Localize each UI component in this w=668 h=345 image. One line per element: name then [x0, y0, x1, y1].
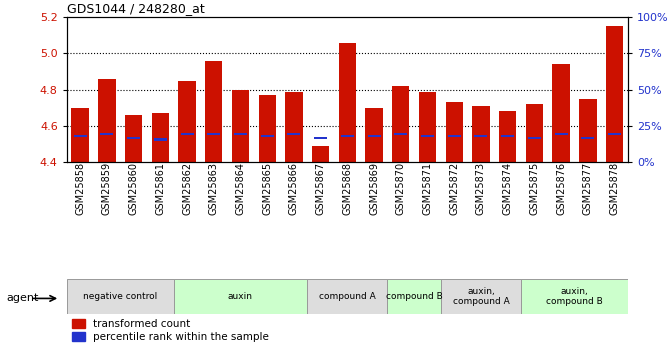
Text: GSM25874: GSM25874: [503, 162, 512, 215]
Bar: [499, 111, 516, 162]
Bar: [127, 137, 140, 139]
Legend: transformed count, percentile rank within the sample: transformed count, percentile rank withi…: [72, 319, 269, 342]
Bar: [232, 90, 249, 162]
Bar: [501, 135, 514, 137]
Text: GSM25860: GSM25860: [129, 162, 138, 215]
Bar: [307, 279, 387, 314]
Bar: [73, 135, 87, 137]
Text: GSM25865: GSM25865: [263, 162, 272, 215]
Bar: [261, 135, 274, 137]
Bar: [312, 146, 329, 162]
Bar: [528, 137, 541, 139]
Text: GSM25863: GSM25863: [209, 162, 218, 215]
Bar: [285, 91, 303, 162]
Text: GSM25873: GSM25873: [476, 162, 486, 215]
Text: GSM25861: GSM25861: [156, 162, 165, 215]
Bar: [521, 279, 628, 314]
Bar: [394, 133, 407, 135]
Bar: [367, 135, 381, 137]
Text: GDS1044 / 248280_at: GDS1044 / 248280_at: [67, 2, 204, 15]
Bar: [100, 133, 114, 135]
Bar: [581, 137, 595, 139]
Bar: [472, 106, 490, 162]
Bar: [419, 91, 436, 162]
Bar: [205, 61, 222, 162]
Bar: [387, 279, 441, 314]
Bar: [174, 279, 307, 314]
Bar: [154, 138, 167, 141]
Text: compound B: compound B: [386, 292, 442, 301]
Bar: [608, 133, 621, 135]
Text: GSM25877: GSM25877: [583, 162, 593, 215]
Text: negative control: negative control: [83, 292, 158, 301]
Bar: [178, 81, 196, 162]
Bar: [339, 43, 356, 162]
Text: compound A: compound A: [319, 292, 375, 301]
Bar: [552, 65, 570, 162]
Bar: [365, 108, 383, 162]
Text: GSM25862: GSM25862: [182, 162, 192, 215]
Bar: [152, 113, 169, 162]
Bar: [606, 26, 623, 162]
Text: auxin: auxin: [228, 292, 253, 301]
Text: GSM25864: GSM25864: [236, 162, 245, 215]
Bar: [341, 135, 354, 137]
Text: GSM25867: GSM25867: [316, 162, 325, 215]
Text: GSM25871: GSM25871: [423, 162, 432, 215]
Bar: [421, 135, 434, 137]
Bar: [180, 133, 194, 135]
Bar: [526, 104, 543, 162]
Text: GSM25866: GSM25866: [289, 162, 299, 215]
Bar: [392, 86, 409, 162]
Bar: [579, 99, 597, 162]
Bar: [98, 79, 116, 162]
Text: auxin,
compound B: auxin, compound B: [546, 287, 603, 306]
Bar: [446, 102, 463, 162]
Bar: [314, 137, 327, 139]
Bar: [259, 95, 276, 162]
Text: GSM25868: GSM25868: [343, 162, 352, 215]
Bar: [67, 279, 174, 314]
Bar: [71, 108, 89, 162]
Text: GSM25878: GSM25878: [610, 162, 619, 215]
Text: auxin,
compound A: auxin, compound A: [453, 287, 509, 306]
Text: GSM25870: GSM25870: [396, 162, 405, 215]
Bar: [234, 133, 247, 135]
Text: GSM25858: GSM25858: [75, 162, 85, 215]
Text: GSM25875: GSM25875: [530, 162, 539, 215]
Text: GSM25872: GSM25872: [450, 162, 459, 215]
Bar: [441, 279, 521, 314]
Text: GSM25859: GSM25859: [102, 162, 112, 215]
Bar: [125, 115, 142, 162]
Text: GSM25869: GSM25869: [369, 162, 379, 215]
Bar: [207, 133, 220, 135]
Text: GSM25876: GSM25876: [556, 162, 566, 215]
Bar: [554, 133, 568, 135]
Bar: [287, 133, 301, 135]
Bar: [474, 135, 488, 137]
Bar: [448, 135, 461, 137]
Text: agent: agent: [7, 294, 39, 303]
